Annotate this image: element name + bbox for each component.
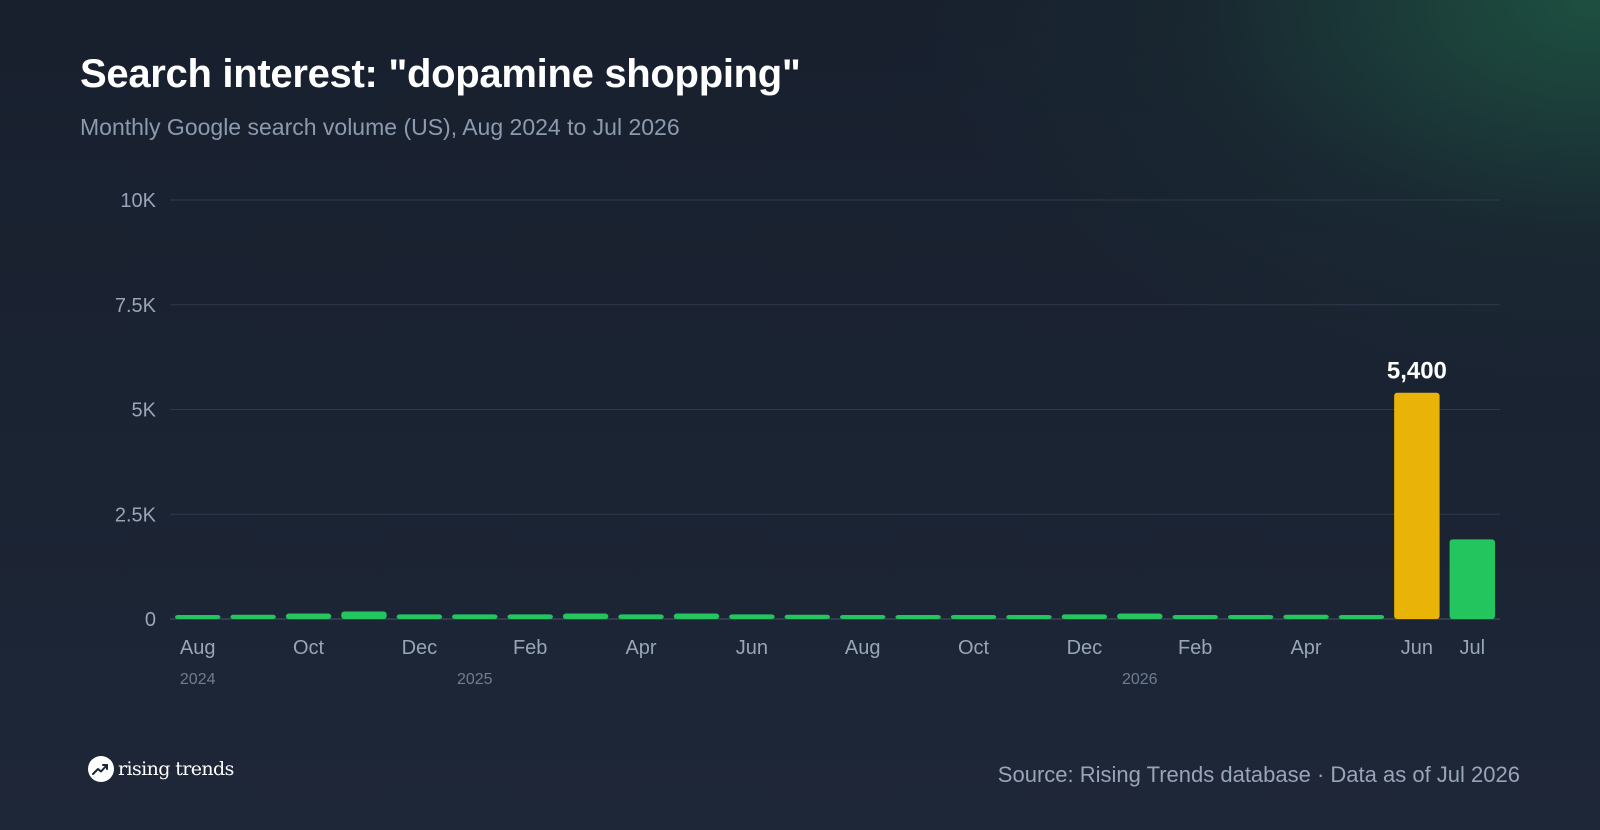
y-tick-label: 0 xyxy=(145,609,156,631)
bar xyxy=(618,614,664,619)
bar xyxy=(1227,615,1274,619)
bar xyxy=(673,613,720,619)
bar xyxy=(1006,615,1052,619)
bar xyxy=(562,613,609,619)
bar xyxy=(839,615,886,619)
y-tick-label: 10K xyxy=(120,190,156,212)
bar-highlight xyxy=(1394,392,1440,619)
logo-wordmark: rising trends xyxy=(118,758,234,780)
bar xyxy=(1283,614,1329,619)
x-tick-label: Oct xyxy=(293,637,325,659)
x-tick-label: Feb xyxy=(513,637,547,659)
y-tick-label: 2.5K xyxy=(115,504,157,526)
bar xyxy=(1449,539,1496,619)
x-tick-label: Jun xyxy=(736,637,768,659)
x-tick-label: Aug xyxy=(845,637,881,659)
bar xyxy=(1172,615,1218,619)
source-note: Source: Rising Trends database · Data as… xyxy=(997,762,1520,787)
chart-subtitle: Monthly Google search volume (US), Aug 2… xyxy=(80,114,680,140)
bar xyxy=(396,614,443,619)
bar xyxy=(174,615,221,619)
bar xyxy=(230,614,276,619)
x-tick-label: Aug xyxy=(180,637,216,659)
x-tick-label: Apr xyxy=(1290,637,1321,659)
x-tick-label: Feb xyxy=(1178,637,1212,659)
bar xyxy=(950,615,997,619)
x-tick-label: Oct xyxy=(958,637,990,659)
trend-up-icon xyxy=(88,756,114,782)
y-tick-label: 7.5K xyxy=(115,295,157,317)
x-tick-label: Dec xyxy=(402,637,438,659)
bar xyxy=(1061,614,1108,619)
year-label: 2026 xyxy=(1122,671,1158,688)
x-tick-label: Jul xyxy=(1460,637,1486,659)
bar xyxy=(341,611,387,619)
bar xyxy=(729,614,775,619)
bar xyxy=(452,614,498,619)
bar xyxy=(507,614,553,619)
x-tick-label: Jun xyxy=(1401,637,1433,659)
x-tick-label: Apr xyxy=(625,637,656,659)
y-tick-label: 5K xyxy=(132,400,157,422)
bar xyxy=(1338,615,1385,619)
bar xyxy=(784,614,831,619)
x-tick-label: Dec xyxy=(1067,637,1103,659)
data-label: 5,400 xyxy=(1387,358,1447,385)
bar xyxy=(285,613,332,619)
bar xyxy=(1117,613,1163,619)
chart-title: Search interest: "dopamine shopping" xyxy=(80,52,801,96)
rising-trends-logo: rising trends xyxy=(88,756,234,782)
year-label: 2024 xyxy=(180,671,216,688)
year-label: 2025 xyxy=(457,671,493,688)
bar xyxy=(895,615,941,619)
